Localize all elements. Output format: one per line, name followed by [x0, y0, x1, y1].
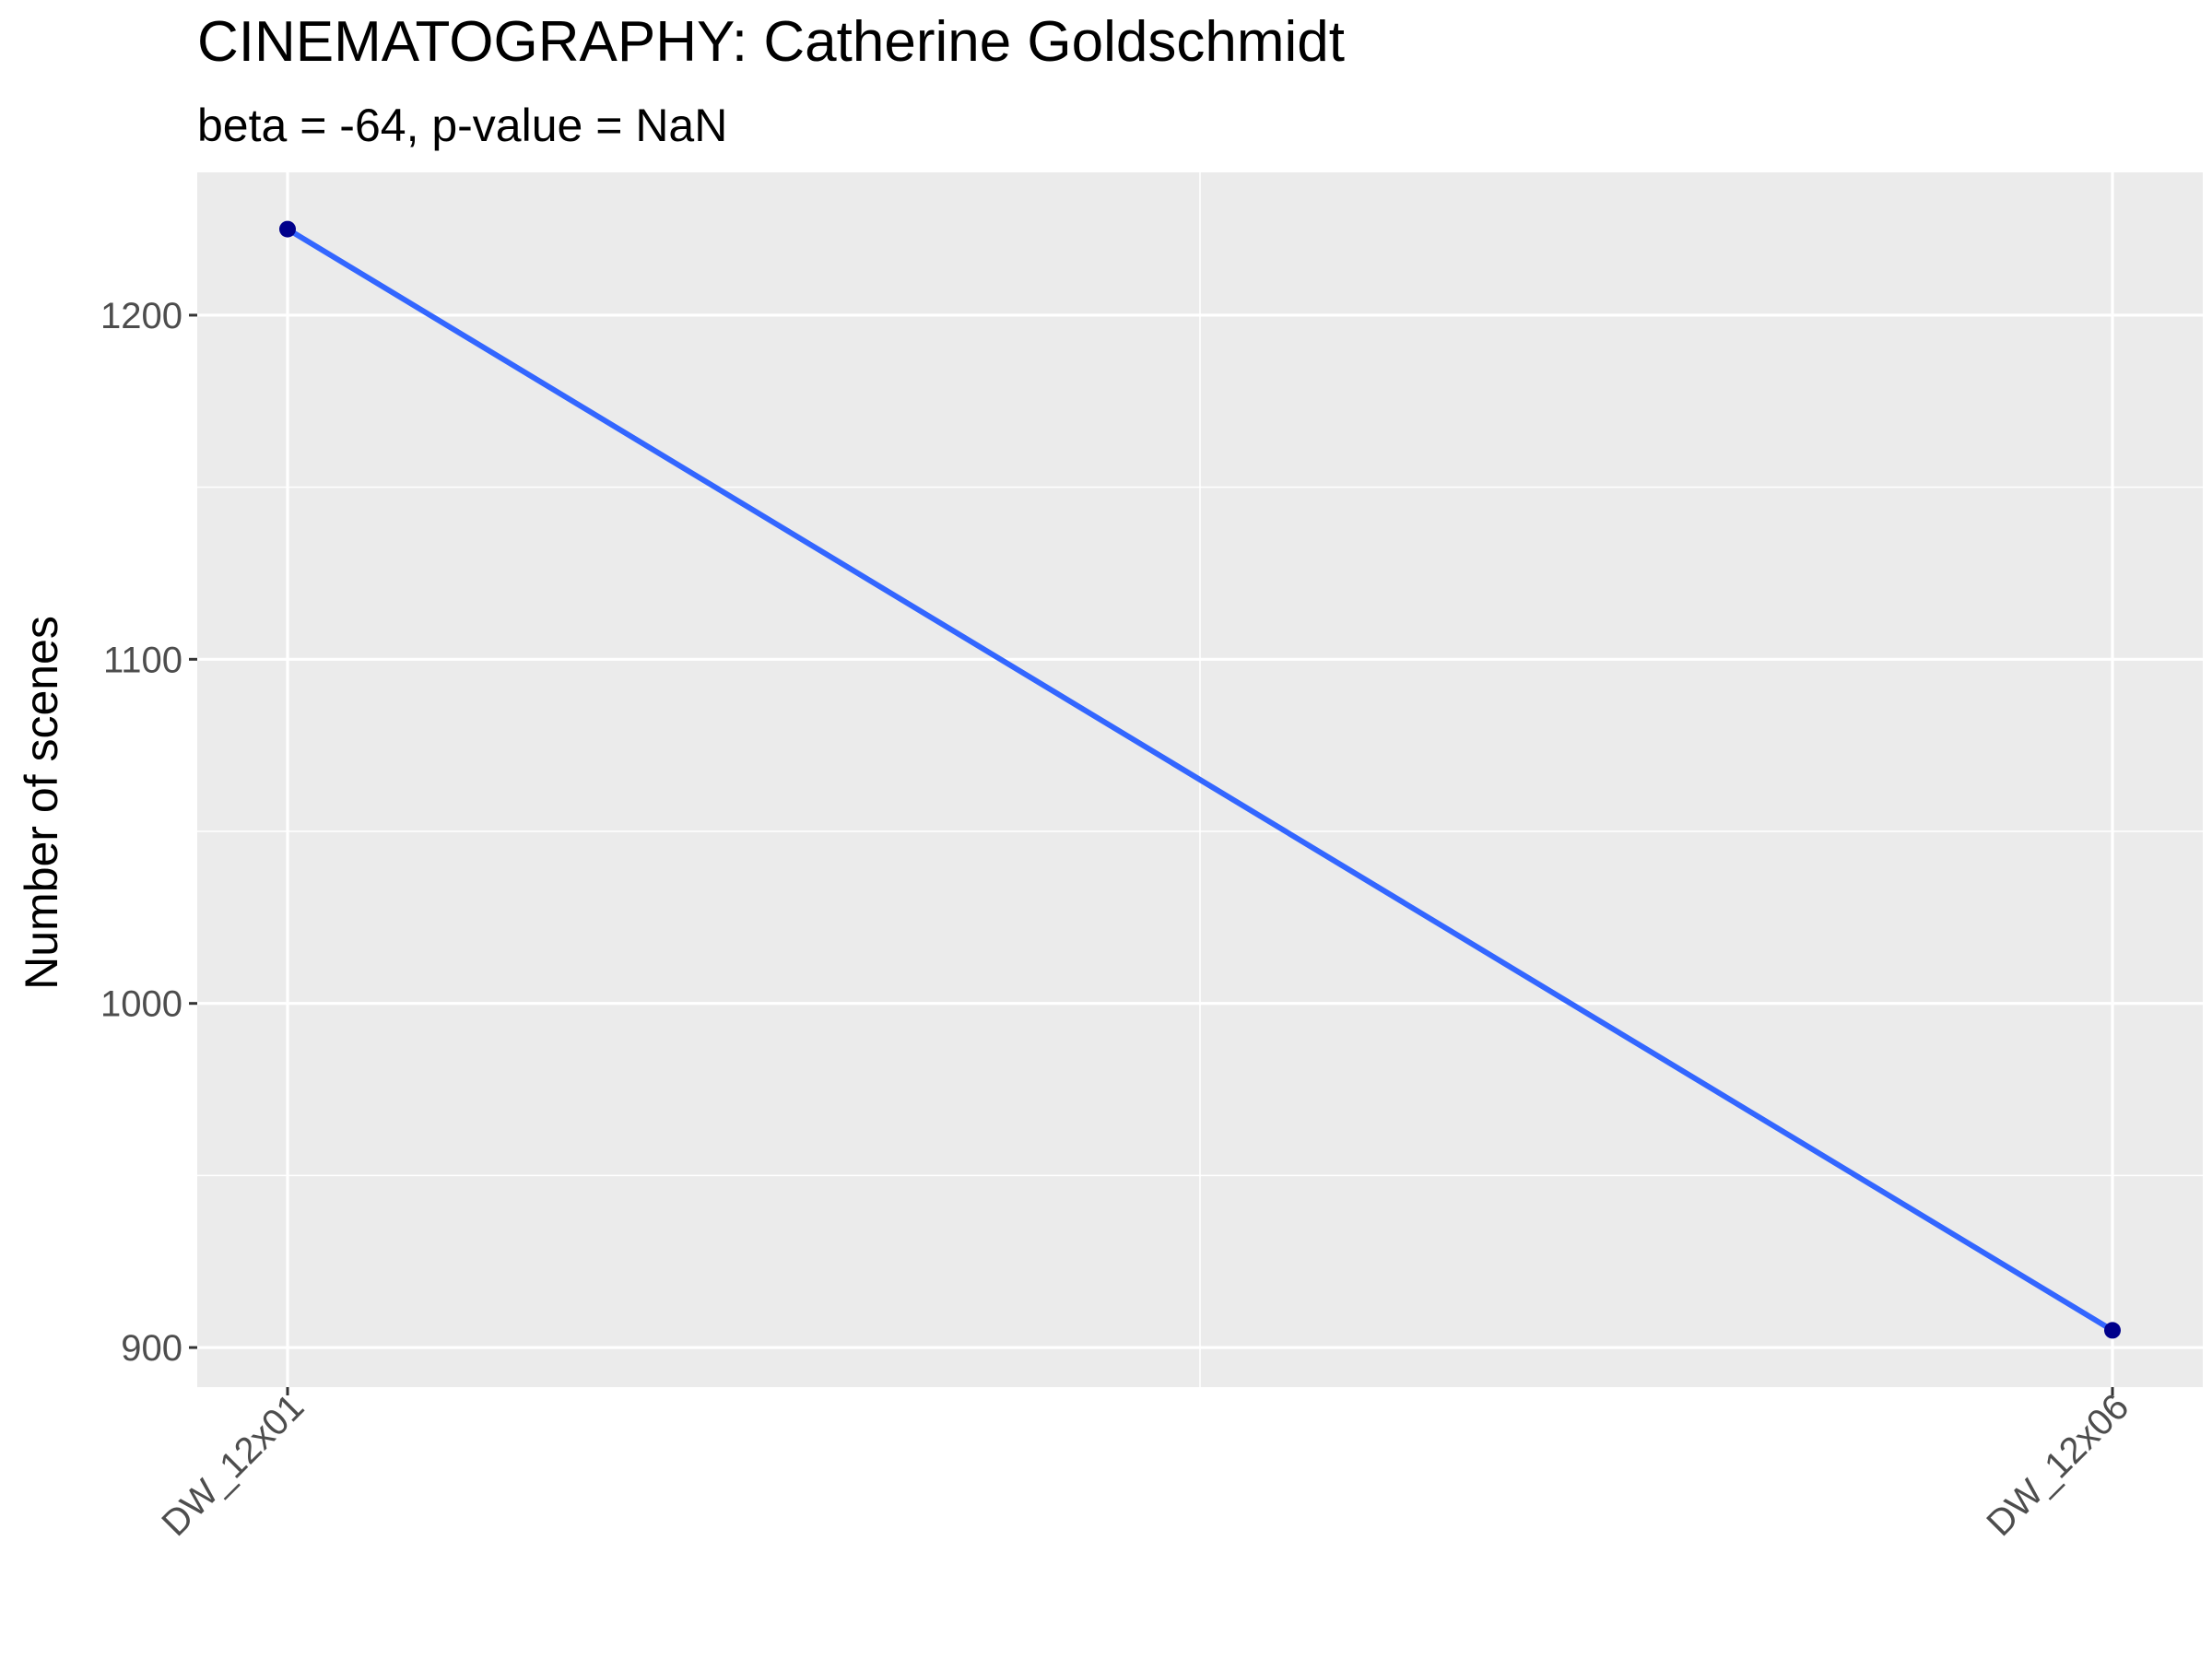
- x-tick-label: DW_12x06: [1979, 1386, 2136, 1544]
- y-tick-label: 1000: [100, 984, 182, 1025]
- x-tick-label: DW_12x01: [154, 1386, 312, 1544]
- y-tick-label: 1200: [100, 296, 182, 336]
- data-point: [2104, 1322, 2121, 1339]
- series-layer: [279, 220, 2121, 1339]
- grid-layer: [197, 172, 2203, 1387]
- y-tick-label: 1100: [103, 640, 182, 680]
- y-axis-label: Number of scenes: [16, 616, 67, 990]
- data-point: [279, 220, 296, 238]
- chart-subtitle: beta = -64, p-value = NaN: [197, 100, 727, 151]
- y-tick-label: 900: [121, 1328, 182, 1369]
- chart-title: CINEMATOGRAPHY: Catherine Goldschmidt: [197, 10, 1345, 74]
- series-line: [286, 227, 2114, 1333]
